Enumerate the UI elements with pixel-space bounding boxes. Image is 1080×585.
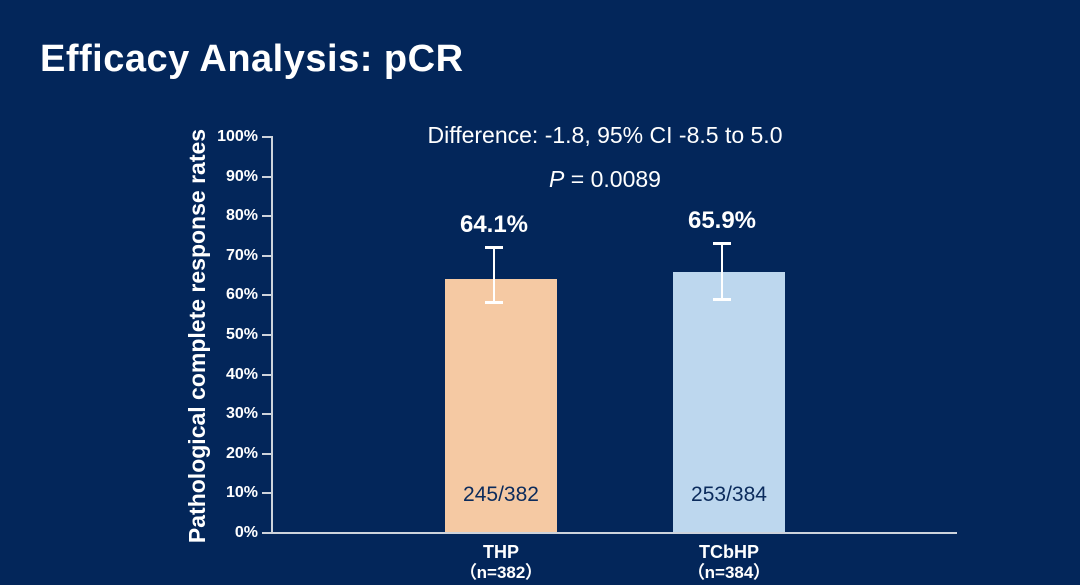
y-tick-label-80%: 80%: [225, 207, 258, 225]
y-tick-label-0%: 0%: [234, 524, 258, 541]
y-tick-100%: [262, 136, 271, 138]
y-tick-70%: [262, 254, 271, 257]
category-label-tcbhp: TCbHP: [699, 542, 759, 562]
y-tick-label-30%: 30%: [225, 405, 258, 423]
y-tick-10%: [262, 492, 271, 495]
y-tick-label-90%: 90%: [225, 167, 258, 185]
difference-annotation: Difference: -1.8, 95% CI -8.5 to 5.0: [325, 122, 885, 148]
error-bar-cap-bottom-tcbhp: [713, 298, 731, 302]
error-bar-cap-top-thp: [485, 246, 503, 250]
y-tick-90%: [262, 175, 271, 178]
y-tick-60%: [262, 294, 271, 297]
pvalue-annotation-italic: P: [549, 166, 565, 192]
category-sublabel-thp: （n=382）: [459, 563, 543, 582]
error-bar-cap-top-tcbhp: [713, 242, 731, 246]
slide-title: Efficacy Analysis: pCR: [40, 38, 464, 81]
x-axis-line: [271, 532, 957, 534]
error-bar-line-tcbhp: [721, 243, 723, 301]
category-label-thp: THP: [483, 542, 519, 562]
y-tick-label-60%: 60%: [225, 286, 258, 304]
category-sublabel-tcbhp: （n=384）: [687, 563, 771, 582]
bar-tcbhp: [673, 272, 785, 532]
pvalue-annotation-text: = 0.0089: [564, 166, 661, 192]
y-tick-80%: [262, 215, 271, 218]
y-tick-label-70%: 70%: [225, 246, 258, 264]
y-tick-50%: [262, 334, 271, 336]
count-label-tcbhp: 253/384: [691, 483, 767, 506]
y-axis-line: [271, 136, 273, 534]
y-tick-label-40%: 40%: [225, 365, 258, 383]
count-label-thp: 245/382: [463, 483, 539, 506]
y-tick-label-20%: 20%: [225, 444, 258, 462]
value-label-thp: 64.1%: [459, 211, 529, 239]
y-tick-40%: [262, 373, 271, 376]
y-tick-label-10%: 10%: [225, 484, 258, 502]
bar-thp: [445, 279, 557, 532]
y-tick-label-100%: 100%: [217, 128, 258, 145]
value-label-tcbhp: 65.9%: [687, 207, 757, 235]
y-tick-30%: [262, 413, 271, 416]
y-tick-0%: [262, 532, 271, 534]
y-tick-20%: [262, 452, 271, 455]
error-bar-line-thp: [493, 247, 495, 303]
y-tick-label-50%: 50%: [225, 326, 258, 343]
error-bar-cap-bottom-thp: [485, 300, 503, 304]
pvalue-annotation: P = 0.0089: [325, 166, 885, 192]
difference-annotation-text: Difference: -1.8, 95% CI -8.5 to 5.0: [427, 122, 783, 148]
